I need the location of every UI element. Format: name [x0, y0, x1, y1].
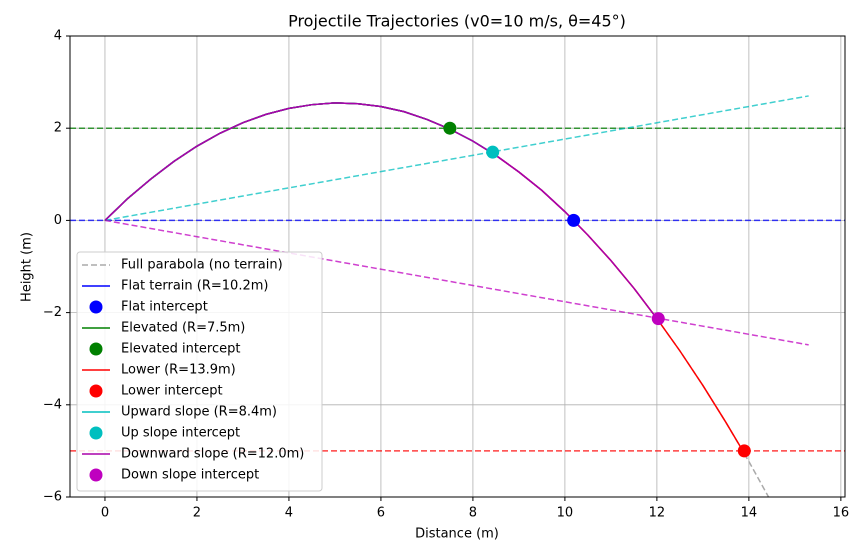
trajectory [104, 102, 658, 320]
intercept-marker [737, 444, 751, 458]
intercept-marker [651, 312, 665, 326]
legend-box [76, 251, 323, 492]
legend-label: Lower intercept [121, 384, 223, 399]
trajectory [104, 102, 451, 221]
chart-title: Projectile Trajectories (v0=10 m/s, θ=45… [288, 12, 626, 31]
y-tick-label: 0 [54, 213, 62, 228]
plot-area [70, 95, 845, 497]
legend-marker [89, 426, 103, 440]
x-tick-label: 6 [377, 506, 385, 521]
legend-label: Downward slope (R=12.0m) [121, 447, 304, 462]
intercept-marker [567, 213, 581, 227]
legend-label: Full parabola (no terrain) [121, 258, 283, 273]
legend-marker [89, 342, 103, 356]
plot-frame [69, 35, 846, 498]
terrain-slope [104, 219, 809, 346]
legend-label: Down slope intercept [121, 468, 259, 483]
intercept-marker [486, 145, 500, 159]
x-tick-label: 8 [469, 506, 477, 521]
legend-label: Upward slope (R=8.4m) [121, 405, 277, 420]
legend-marker [89, 468, 103, 482]
x-tick-label: 14 [741, 506, 758, 521]
legend-label: Up slope intercept [121, 426, 240, 441]
legend-label: Elevated intercept [121, 342, 240, 357]
legend-marker [89, 384, 103, 398]
y-tick-label: −4 [43, 397, 62, 412]
legend-marker [89, 300, 103, 314]
x-tick-label: 16 [833, 506, 850, 521]
y-tick-label: −6 [43, 490, 62, 505]
y-tick-label: −2 [43, 305, 62, 320]
x-tick-label: 4 [285, 506, 293, 521]
intercept-marker [443, 121, 457, 135]
legend-label: Flat terrain (R=10.2m) [121, 279, 268, 294]
terrain-slope [104, 95, 809, 222]
x-tick-label: 0 [101, 506, 109, 521]
x-tick-label: 2 [193, 506, 201, 521]
legend-label: Flat intercept [121, 300, 208, 315]
y-tick-label: 2 [54, 121, 62, 136]
legend-label: Elevated (R=7.5m) [121, 321, 245, 336]
legend-label: Lower (R=13.9m) [121, 363, 236, 378]
x-tick-label: 10 [557, 506, 574, 521]
x-axis-label: Distance (m) [415, 527, 499, 542]
y-tick-label: 4 [54, 29, 62, 44]
y-axis-label: Height (m) [20, 232, 35, 302]
x-tick-label: 12 [649, 506, 666, 521]
